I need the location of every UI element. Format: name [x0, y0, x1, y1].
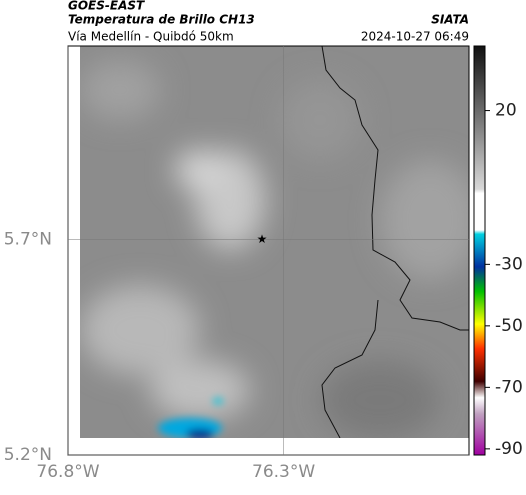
agency: GOES-EAST	[68, 0, 145, 13]
colorbar-tick-label: -70	[495, 377, 523, 397]
imagery	[80, 46, 469, 438]
colorbar	[473, 45, 486, 456]
colorbar-tick-label: -30	[495, 254, 523, 274]
x-tick-label: 76.8°W	[36, 462, 99, 482]
x-tick-label: 76.3°W	[252, 462, 315, 482]
region: Vía Medellín - Quibdó 50km	[68, 30, 234, 44]
source: SIATA	[431, 13, 469, 27]
colorbar-tick-label: -50	[495, 316, 523, 336]
y-tick-label: 5.7°N	[4, 230, 52, 250]
product: Temperatura de Brillo CH13	[68, 13, 255, 27]
colorbar-tick-label: 20	[495, 101, 517, 121]
location-marker: ★	[257, 232, 268, 246]
y-tick-label: 5.2°N	[4, 445, 52, 465]
datetime: 2024-10-27 06:49	[361, 30, 469, 44]
colorbar-tick-label: -90	[495, 439, 523, 459]
